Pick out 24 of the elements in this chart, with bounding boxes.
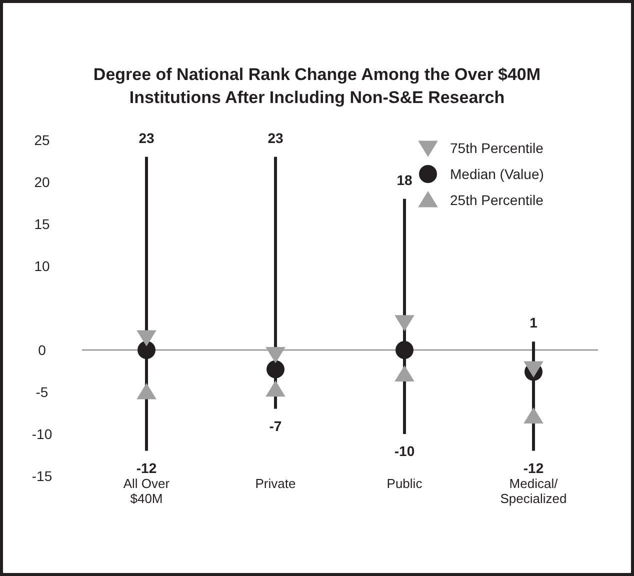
x-tick-label: Public [386, 476, 423, 491]
y-tick-label: -5 [36, 384, 48, 400]
x-tick-label: Medical/Specialized [500, 476, 567, 506]
annotation: -10 [394, 443, 415, 459]
annotation: 18 [396, 172, 412, 188]
legend-label: 25th Percentile [450, 192, 544, 208]
y-tick-label: 20 [34, 174, 50, 190]
x-tick-label: Private [255, 476, 296, 491]
chart-title: Degree of National Rank Change Among the Over $40M Institutions After Including Non-S&E Research [93, 65, 541, 107]
annotation: -12 [136, 460, 157, 476]
annotation: -7 [269, 418, 282, 434]
legend-label: 75th Percentile [450, 140, 544, 156]
annotation: 1 [530, 314, 538, 331]
y-tick-label: 10 [34, 258, 50, 274]
y-tick-label: -10 [32, 426, 52, 442]
y-tick-label: 15 [34, 216, 50, 232]
y-tick-label: 0 [38, 342, 46, 358]
x-tick-label: All Over $40M [123, 476, 170, 506]
y-tick-label: 25 [34, 132, 50, 148]
legend-label: Median (Value) [450, 166, 544, 182]
y-tick-label: -15 [32, 468, 52, 484]
annotation: -12 [523, 460, 544, 476]
annotation: 23 [268, 130, 284, 146]
annotation: 23 [138, 130, 154, 146]
